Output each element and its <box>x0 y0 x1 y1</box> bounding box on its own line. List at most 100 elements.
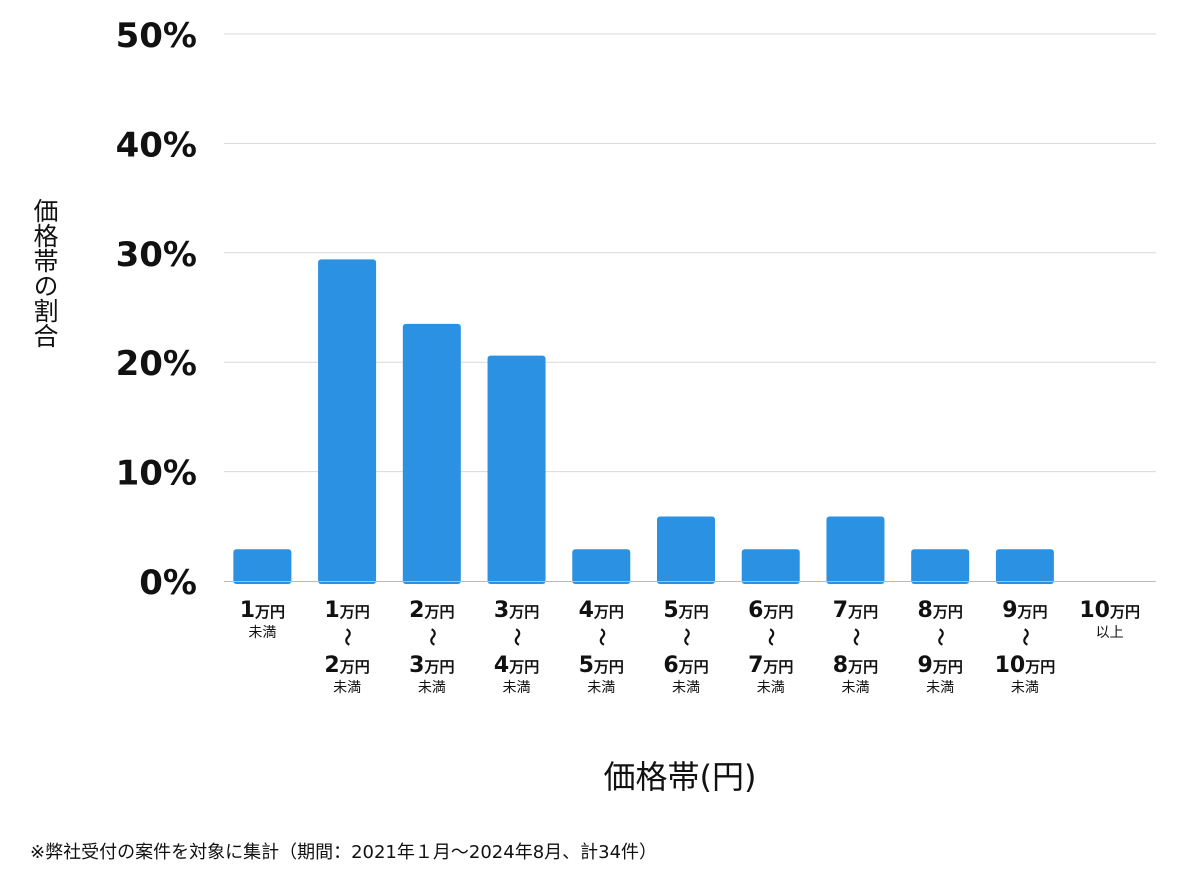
x-tick-number: 7 <box>748 653 763 678</box>
x-tick-amount: 3万円 <box>409 653 454 678</box>
x-tick-range-mark: 〜 <box>421 628 442 646</box>
x-tick-range-mark: 〜 <box>844 628 865 646</box>
x-tick-number: 2 <box>409 598 424 623</box>
x-tick-unit: 万円 <box>508 658 539 676</box>
bar <box>741 549 800 584</box>
bar <box>911 549 970 584</box>
x-tick-amount: 9万円 <box>1002 598 1047 623</box>
footnote: ※弊社受付の案件を対象に集計（期間：2021年１月〜2024年8月、計34件） <box>30 842 658 863</box>
x-tick-suffix: 未満 <box>418 680 446 696</box>
x-tick-unit: 万円 <box>932 658 963 676</box>
x-tick-number: 5 <box>579 653 594 678</box>
x-tick-unit: 万円 <box>593 658 624 676</box>
x-tick-number: 5 <box>663 598 678 623</box>
x-tick-amount: 5万円 <box>579 653 624 678</box>
x-tick-unit: 万円 <box>593 603 624 621</box>
x-tick-range-mark: 〜 <box>336 628 357 646</box>
x-tick-unit: 万円 <box>1017 603 1048 621</box>
x-tick-amount: 9万円 <box>918 653 963 678</box>
x-tick-amount: 6万円 <box>663 653 708 678</box>
x-tick-number: 10 <box>995 653 1026 678</box>
x-tick-unit: 万円 <box>254 603 285 621</box>
x-tick-number: 7 <box>833 598 848 623</box>
x-tick-suffix: 未満 <box>926 680 954 696</box>
y-tick-label: 50% <box>116 16 197 56</box>
x-tick-suffix: 未満 <box>248 625 276 641</box>
x-tick-number: 9 <box>918 653 933 678</box>
x-tick-number: 8 <box>918 598 933 623</box>
x-tick-number: 3 <box>409 653 424 678</box>
x-tick-amount: 3万円 <box>494 598 539 623</box>
x-tick-suffix: 未満 <box>1011 680 1039 696</box>
x-tick-amount: 6万円 <box>748 598 793 623</box>
x-tick-unit: 万円 <box>847 603 878 621</box>
x-tick-suffix: 未満 <box>757 680 785 696</box>
x-tick-amount: 4万円 <box>494 653 539 678</box>
x-tick-suffix: 未満 <box>587 680 615 696</box>
y-tick-label: 10% <box>116 454 197 494</box>
x-tick-range-mark: 〜 <box>929 628 950 646</box>
x-tick-range-mark: 〜 <box>1014 628 1035 646</box>
x-tick-number: 1 <box>324 598 339 623</box>
x-tick-unit: 万円 <box>339 603 370 621</box>
bar <box>233 549 292 584</box>
x-tick-unit: 万円 <box>847 658 878 676</box>
y-axis-ticks: 0% 10% 20% 30% 40% 50% <box>116 16 197 603</box>
x-tick-amount: 8万円 <box>833 653 878 678</box>
x-tick-unit: 万円 <box>1109 603 1140 621</box>
x-tick-amount: 7万円 <box>833 598 878 623</box>
x-tick-range-mark: 〜 <box>675 628 696 646</box>
x-tick-range-mark: 〜 <box>760 628 781 646</box>
x-tick-unit: 万円 <box>762 603 793 621</box>
bar <box>572 549 631 584</box>
bar <box>826 516 885 584</box>
y-axis-label: 価格帯の割合 <box>30 198 59 348</box>
x-tick-amount: 5万円 <box>663 598 708 623</box>
bar <box>995 549 1054 584</box>
x-tick-number: 3 <box>494 598 509 623</box>
x-tick-unit: 万円 <box>423 603 454 621</box>
x-tick-range-mark: 〜 <box>590 628 611 646</box>
x-tick-suffix: 未満 <box>503 680 531 696</box>
x-axis-ticks: 1万円未満1万円〜2万円未満2万円〜3万円未満3万円〜4万円未満4万円〜5万円未… <box>240 598 1140 696</box>
bar <box>318 259 377 584</box>
x-tick-unit: 万円 <box>508 603 539 621</box>
x-axis-label: 価格帯(円) <box>603 758 757 796</box>
x-tick-number: 2 <box>324 653 339 678</box>
x-tick-amount: 2万円 <box>324 653 369 678</box>
gridlines <box>224 33 1156 473</box>
x-tick-amount: 7万円 <box>748 653 793 678</box>
x-tick-unit: 万円 <box>339 658 370 676</box>
x-tick-amount: 10万円 <box>995 653 1056 678</box>
x-tick-unit: 万円 <box>932 603 963 621</box>
x-tick-unit: 万円 <box>762 658 793 676</box>
x-tick-amount: 4万円 <box>579 598 624 623</box>
x-tick-number: 6 <box>748 598 763 623</box>
x-tick-number: 10 <box>1079 598 1110 623</box>
x-tick-range-mark: 〜 <box>506 628 527 646</box>
x-tick-unit: 万円 <box>423 658 454 676</box>
x-tick-unit: 万円 <box>678 658 709 676</box>
bar <box>402 323 461 584</box>
x-tick-number: 8 <box>833 653 848 678</box>
x-tick-number: 9 <box>1002 598 1017 623</box>
y-tick-label: 20% <box>116 344 197 384</box>
x-tick-suffix: 以上 <box>1096 625 1124 641</box>
x-tick-unit: 万円 <box>1024 658 1055 676</box>
x-tick-amount: 1万円 <box>324 598 369 623</box>
y-tick-label: 30% <box>116 235 197 275</box>
x-tick-number: 4 <box>494 653 509 678</box>
bars <box>233 259 1054 584</box>
x-tick-amount: 10万円 <box>1079 598 1140 623</box>
x-tick-suffix: 未満 <box>672 680 700 696</box>
x-tick-number: 6 <box>663 653 678 678</box>
x-tick-amount: 2万円 <box>409 598 454 623</box>
